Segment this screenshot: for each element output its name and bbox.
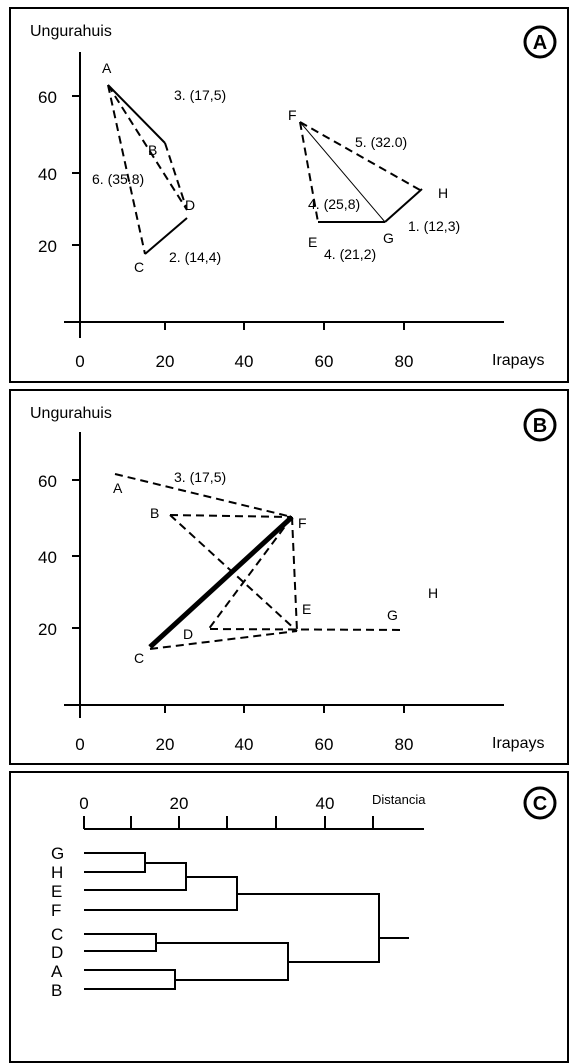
point-label-g: G <box>387 607 398 623</box>
point-label-d: D <box>185 197 195 213</box>
edge-f-h <box>299 121 421 191</box>
annotation: 3. (17,5) <box>174 469 226 485</box>
point-label-f: F <box>298 515 307 531</box>
edge-f-e <box>291 516 298 632</box>
panel-b-xtick: 40 <box>235 735 254 754</box>
leaf-label-c: C <box>51 925 63 944</box>
point-label-e: E <box>302 601 311 617</box>
panel-a-xtick: 80 <box>395 352 414 371</box>
point-label-f: F <box>288 107 297 123</box>
panel-c-badge-circle <box>523 786 557 820</box>
leaf-label-g: G <box>51 844 64 863</box>
panel-a-ytick: 60 <box>38 88 57 107</box>
point-label-d: D <box>183 626 193 642</box>
panel-a-xtick: 60 <box>315 352 334 371</box>
panel-b-frame <box>9 389 569 765</box>
panel-b-xtick: 60 <box>315 735 334 754</box>
point-label-h: H <box>428 585 438 601</box>
panel-b-ytick: 60 <box>38 472 57 491</box>
edge-b-f <box>169 514 293 518</box>
panel-c: C 0 20 40 Distancia <box>9 771 569 1063</box>
leaf-label-h: H <box>51 863 63 882</box>
edge-a-c <box>107 84 146 255</box>
panel-c-frame <box>9 771 569 1063</box>
point-label-a: A <box>102 60 112 76</box>
edge-f-e <box>299 121 319 223</box>
annotation: 4. (21,2) <box>324 246 376 262</box>
panel-b-ytick: 20 <box>38 620 57 639</box>
panel-a-xtick: 40 <box>235 352 254 371</box>
panel-b: Ungurahuis B 60 40 20 0 20 40 60 80 Irap… <box>9 389 569 765</box>
point-label-e: E <box>308 234 317 250</box>
panel-b-badge-letter: B <box>533 415 547 437</box>
point-label-b: B <box>148 142 157 158</box>
distance-tick: 20 <box>170 794 189 813</box>
annotation: 3. (17,5) <box>174 87 226 103</box>
panel-a-badge-letter: A <box>533 32 547 54</box>
annotation: 2. (14,4) <box>169 249 221 265</box>
edge-f-g <box>299 121 386 223</box>
point-label-c: C <box>134 259 144 275</box>
panel-b-xtick: 20 <box>156 735 175 754</box>
point-label-c: C <box>134 650 144 666</box>
edge-b-d <box>164 142 188 211</box>
leaf-label-f: F <box>51 901 61 920</box>
edge-g-h <box>384 188 423 223</box>
leaf-label-b: B <box>51 981 62 1000</box>
dendrogram <box>84 852 409 990</box>
edge-d-g <box>209 628 406 631</box>
panel-b-y-axis-label: Ungurahuis <box>30 405 112 422</box>
annotation: 1. (12,3) <box>408 218 460 234</box>
edge-c-d <box>144 217 188 255</box>
distance-tick: 0 <box>79 794 88 813</box>
edge-a-d <box>107 84 188 211</box>
point-label-g: G <box>383 230 394 246</box>
panel-a-ytick: 20 <box>38 237 57 256</box>
panel-a-x-axis-label: Irapays <box>492 352 544 369</box>
panel-a: Ungurahuis A 60 40 20 0 20 40 60 80 Irap… <box>9 7 569 383</box>
point-label-h: H <box>438 185 448 201</box>
panel-a-badge-circle <box>523 25 557 59</box>
distance-tick: 40 <box>316 794 335 813</box>
panel-b-xtick: 0 <box>75 735 84 754</box>
panel-b-xtick: 80 <box>395 735 414 754</box>
annotation: 5. (32.0) <box>355 134 407 150</box>
leaf-label-d: D <box>51 943 63 962</box>
panel-a-xtick: 20 <box>156 352 175 371</box>
panel-a-ytick: 40 <box>38 165 57 184</box>
edge-f-d <box>207 516 293 631</box>
distance-axis-label: Distancia <box>372 792 426 807</box>
edge-c-e <box>149 630 298 650</box>
panel-b-x-axis-label: Irapays <box>492 735 544 752</box>
panel-a-xtick: 0 <box>75 352 84 371</box>
annotation: 6. (35.8) <box>92 171 144 187</box>
panel-a-y-axis-label: Ungurahuis <box>30 23 112 40</box>
panel-b-badge-circle <box>523 408 557 442</box>
edge-c-f-principal <box>148 515 294 649</box>
panel-c-badge-letter: C <box>533 793 547 815</box>
edge-a-f <box>114 473 293 518</box>
leaf-label-e: E <box>51 882 62 901</box>
annotation: 4. (25,8) <box>308 196 360 212</box>
point-label-b: B <box>150 505 159 521</box>
point-label-a: A <box>113 480 123 496</box>
panel-a-frame <box>9 7 569 383</box>
panel-b-ytick: 40 <box>38 548 57 567</box>
edge-a-b <box>107 84 166 144</box>
leaf-label-a: A <box>51 962 63 981</box>
edge-b-e <box>169 514 298 632</box>
